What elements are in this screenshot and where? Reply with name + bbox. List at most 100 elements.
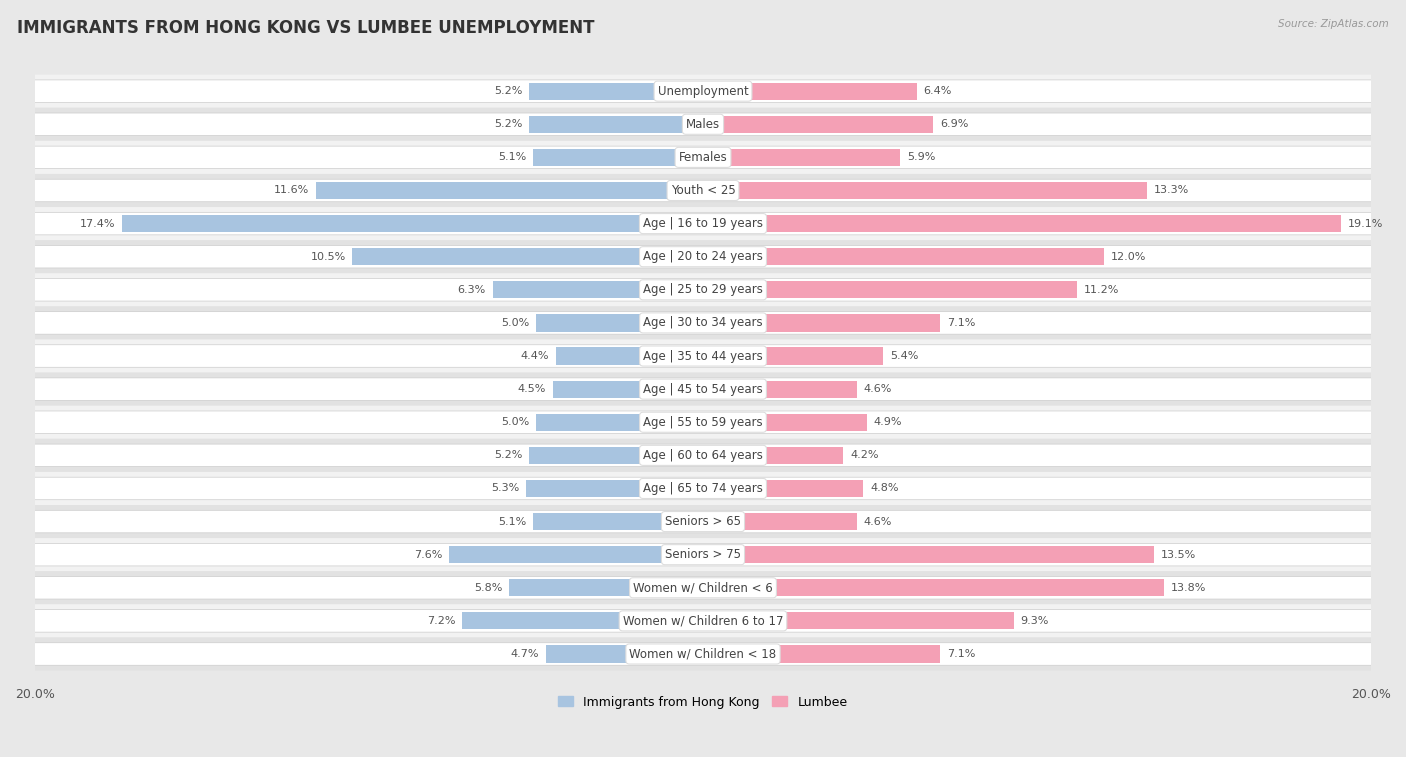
Text: Age | 60 to 64 years: Age | 60 to 64 years: [643, 449, 763, 462]
Text: Source: ZipAtlas.com: Source: ZipAtlas.com: [1278, 19, 1389, 29]
Bar: [526, 480, 703, 497]
Bar: [546, 646, 703, 662]
Bar: [533, 149, 703, 166]
Bar: [703, 447, 844, 464]
FancyBboxPatch shape: [35, 107, 1371, 141]
Bar: [529, 116, 703, 133]
Bar: [553, 381, 703, 397]
Text: Age | 25 to 29 years: Age | 25 to 29 years: [643, 283, 763, 296]
Text: 13.8%: 13.8%: [1171, 583, 1206, 593]
FancyBboxPatch shape: [34, 544, 1372, 566]
FancyBboxPatch shape: [35, 472, 1371, 505]
Text: 13.3%: 13.3%: [1154, 185, 1189, 195]
Text: 5.3%: 5.3%: [491, 484, 519, 494]
FancyBboxPatch shape: [35, 372, 1371, 406]
Bar: [703, 281, 1077, 298]
Bar: [703, 480, 863, 497]
FancyBboxPatch shape: [35, 339, 1371, 372]
Bar: [703, 215, 1341, 232]
Text: Age | 45 to 54 years: Age | 45 to 54 years: [643, 382, 763, 396]
Bar: [703, 513, 856, 530]
Bar: [703, 314, 941, 332]
Bar: [703, 646, 941, 662]
Legend: Immigrants from Hong Kong, Lumbee: Immigrants from Hong Kong, Lumbee: [554, 690, 852, 714]
Text: 4.9%: 4.9%: [873, 417, 901, 427]
Bar: [703, 413, 866, 431]
Text: Seniors > 65: Seniors > 65: [665, 515, 741, 528]
FancyBboxPatch shape: [35, 307, 1371, 339]
Text: 11.2%: 11.2%: [1084, 285, 1119, 294]
Text: Age | 35 to 44 years: Age | 35 to 44 years: [643, 350, 763, 363]
FancyBboxPatch shape: [35, 75, 1371, 107]
FancyBboxPatch shape: [35, 604, 1371, 637]
FancyBboxPatch shape: [35, 637, 1371, 671]
Text: 10.5%: 10.5%: [311, 252, 346, 262]
Text: 5.9%: 5.9%: [907, 152, 935, 163]
Bar: [529, 447, 703, 464]
Bar: [536, 413, 703, 431]
FancyBboxPatch shape: [34, 245, 1372, 268]
FancyBboxPatch shape: [34, 146, 1372, 169]
Text: 7.1%: 7.1%: [946, 318, 976, 328]
FancyBboxPatch shape: [35, 505, 1371, 538]
FancyBboxPatch shape: [34, 477, 1372, 500]
Text: 6.4%: 6.4%: [924, 86, 952, 96]
Text: 6.3%: 6.3%: [457, 285, 486, 294]
Text: 4.4%: 4.4%: [520, 351, 550, 361]
Text: Women w/ Children 6 to 17: Women w/ Children 6 to 17: [623, 615, 783, 628]
FancyBboxPatch shape: [35, 439, 1371, 472]
Text: 5.0%: 5.0%: [501, 417, 529, 427]
Bar: [703, 149, 900, 166]
Bar: [529, 83, 703, 100]
Bar: [703, 116, 934, 133]
FancyBboxPatch shape: [34, 80, 1372, 102]
FancyBboxPatch shape: [34, 378, 1372, 400]
FancyBboxPatch shape: [35, 141, 1371, 174]
FancyBboxPatch shape: [34, 411, 1372, 434]
Bar: [353, 248, 703, 265]
Bar: [703, 612, 1014, 630]
Text: 6.9%: 6.9%: [941, 120, 969, 129]
Text: 12.0%: 12.0%: [1111, 252, 1146, 262]
Bar: [703, 182, 1147, 199]
FancyBboxPatch shape: [34, 213, 1372, 235]
Bar: [703, 579, 1164, 597]
Text: 17.4%: 17.4%: [80, 219, 115, 229]
Text: 9.3%: 9.3%: [1021, 616, 1049, 626]
FancyBboxPatch shape: [34, 344, 1372, 367]
Text: Age | 30 to 34 years: Age | 30 to 34 years: [643, 316, 763, 329]
Text: Seniors > 75: Seniors > 75: [665, 548, 741, 561]
Text: 4.6%: 4.6%: [863, 516, 891, 527]
Text: Age | 16 to 19 years: Age | 16 to 19 years: [643, 217, 763, 230]
Text: IMMIGRANTS FROM HONG KONG VS LUMBEE UNEMPLOYMENT: IMMIGRANTS FROM HONG KONG VS LUMBEE UNEM…: [17, 19, 595, 37]
Bar: [463, 612, 703, 630]
Text: 4.5%: 4.5%: [517, 384, 546, 394]
FancyBboxPatch shape: [35, 174, 1371, 207]
Bar: [315, 182, 703, 199]
FancyBboxPatch shape: [34, 609, 1372, 632]
Bar: [703, 347, 883, 365]
Text: 7.2%: 7.2%: [427, 616, 456, 626]
Text: Age | 55 to 59 years: Age | 55 to 59 years: [643, 416, 763, 428]
Text: 5.4%: 5.4%: [890, 351, 918, 361]
Text: 4.7%: 4.7%: [510, 649, 540, 659]
FancyBboxPatch shape: [35, 538, 1371, 572]
Bar: [703, 248, 1104, 265]
Bar: [533, 513, 703, 530]
FancyBboxPatch shape: [34, 444, 1372, 466]
Text: Females: Females: [679, 151, 727, 164]
Text: Youth < 25: Youth < 25: [671, 184, 735, 197]
FancyBboxPatch shape: [34, 577, 1372, 599]
Text: 5.2%: 5.2%: [495, 86, 523, 96]
Bar: [703, 381, 856, 397]
FancyBboxPatch shape: [35, 572, 1371, 604]
Bar: [703, 83, 917, 100]
Text: 5.2%: 5.2%: [495, 120, 523, 129]
Text: 5.2%: 5.2%: [495, 450, 523, 460]
Bar: [449, 546, 703, 563]
Bar: [509, 579, 703, 597]
Text: Age | 20 to 24 years: Age | 20 to 24 years: [643, 251, 763, 263]
FancyBboxPatch shape: [34, 510, 1372, 533]
Text: 13.5%: 13.5%: [1160, 550, 1197, 559]
Text: 7.6%: 7.6%: [415, 550, 443, 559]
